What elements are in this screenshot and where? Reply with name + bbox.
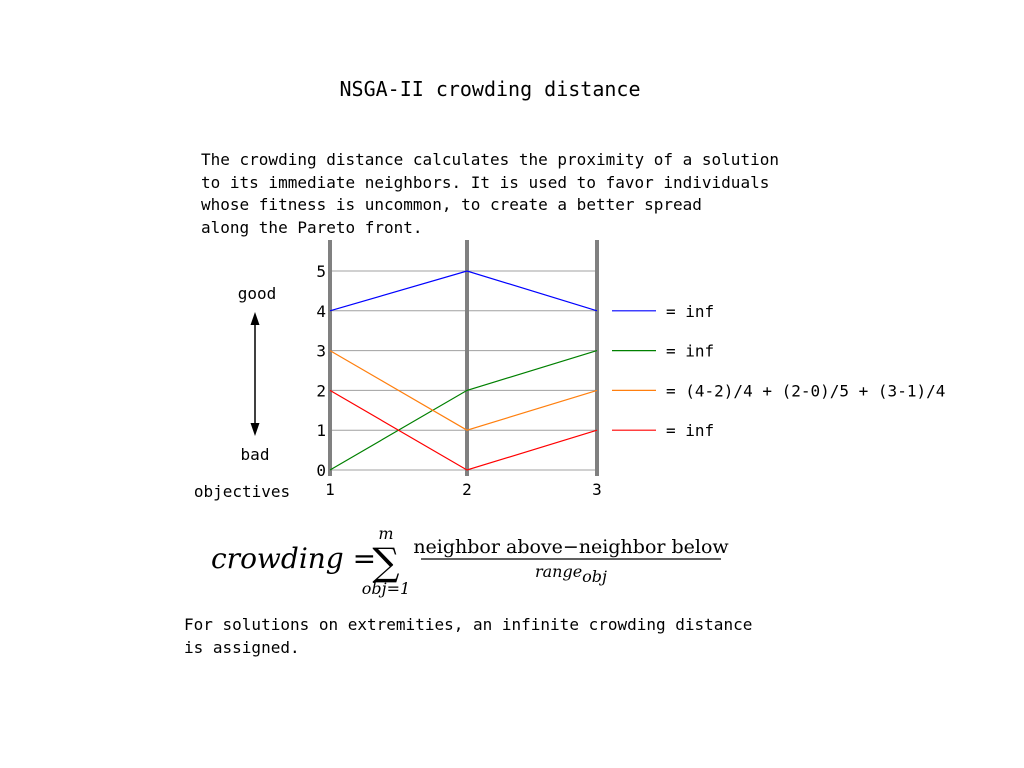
legend-text-1: = inf: [666, 302, 714, 321]
x-tick-label-2: 2: [462, 480, 472, 499]
good-label: good: [238, 284, 277, 303]
formula-numerator: neighbor above−neighbor below: [413, 536, 729, 558]
sigma-icon: ∑: [372, 540, 399, 584]
formula-denominator-main: range: [535, 562, 582, 581]
x-tick-label-3: 3: [592, 480, 602, 499]
direction-indicator: good bad: [238, 284, 277, 464]
solution-line-3: [329, 350, 598, 431]
objectives-axis-label: objectives: [194, 482, 290, 501]
x-tick-label-1: 1: [325, 480, 335, 499]
intro-line-3: whose fitness is uncommon, to create a b…: [201, 195, 702, 214]
y-tick-label-0: 0: [316, 461, 326, 480]
intro-line-1: The crowding distance calculates the pro…: [201, 150, 779, 169]
footer-note: For solutions on extremities, an infinit…: [184, 615, 752, 657]
y-tick-label-4: 4: [316, 302, 326, 321]
formula-sum-lower: obj=1: [362, 579, 410, 598]
solution-line-2: [329, 350, 598, 471]
arrow-down-icon: [250, 423, 260, 436]
chart-x-ticks: 1 2 3: [325, 480, 602, 499]
intro-paragraph: The crowding distance calculates the pro…: [201, 150, 779, 237]
formula-denominator-sub: obj: [582, 567, 607, 586]
formula-sum-upper: m: [378, 524, 393, 543]
formula-denominator: rangeobj: [535, 562, 607, 586]
formula-lhs: crowding =: [211, 542, 376, 575]
bad-label: bad: [241, 445, 270, 464]
chart-grid: [330, 270, 597, 471]
y-tick-label-3: 3: [316, 342, 326, 361]
footer-line-1: For solutions on extremities, an infinit…: [184, 615, 752, 634]
legend-text-4: = inf: [666, 421, 714, 440]
footer-line-2: is assigned.: [184, 638, 300, 657]
y-tick-label-2: 2: [316, 381, 326, 400]
solution-line-1: [329, 270, 598, 312]
figure-title: NSGA-II crowding distance: [339, 77, 640, 101]
intro-line-4: along the Pareto front.: [201, 218, 423, 237]
chart-legend: = inf = inf = (4-2)/4 + (2-0)/5 + (3-1)/4 =…: [612, 302, 945, 440]
y-tick-label-5: 5: [316, 262, 326, 281]
chart-objective-axes: [328, 240, 599, 476]
chart-series: [329, 270, 598, 471]
solution-line-4: [329, 389, 598, 471]
crowding-formula: crowding = m ∑ obj=1 neighbor above−neig…: [211, 524, 729, 598]
arrow-up-icon: [250, 312, 260, 325]
legend-text-2: = inf: [666, 342, 714, 361]
legend-text-3: = (4-2)/4 + (2-0)/5 + (3-1)/4: [666, 381, 945, 400]
intro-line-2: to its immediate neighbors. It is used t…: [201, 173, 769, 192]
y-tick-label-1: 1: [316, 421, 326, 440]
chart-y-ticks: 0 1 2 3 4 5: [316, 262, 326, 480]
